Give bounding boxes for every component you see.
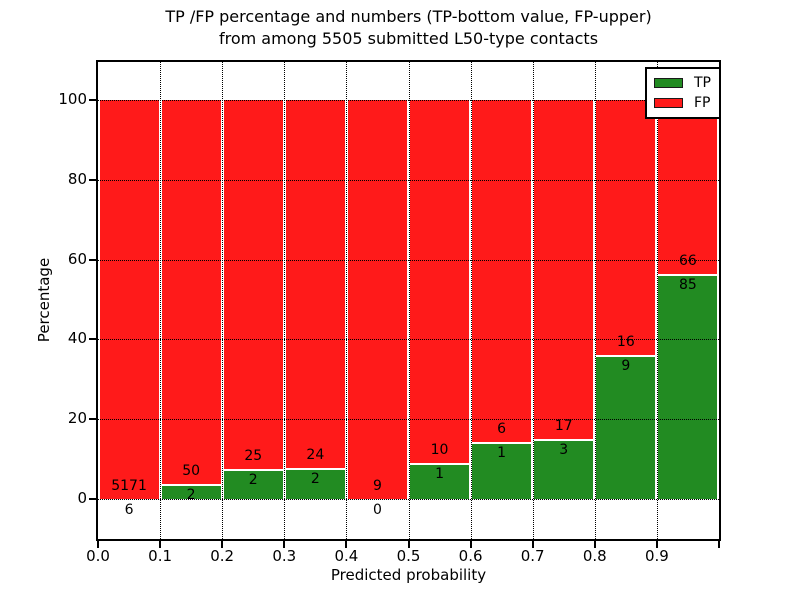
legend: TP FP [645, 67, 721, 119]
legend-entry-fp: FP [654, 93, 711, 113]
bar-fp-segment [596, 100, 656, 356]
bar-fp-segment [99, 100, 159, 499]
chart-title-line1: TP /FP percentage and numbers (TP-bottom… [165, 7, 652, 26]
fp-count-label: 16 [616, 334, 635, 351]
gridline-v [408, 62, 410, 539]
x-tick [469, 541, 472, 548]
fp-count-label: 50 [182, 462, 201, 479]
gridline-v [470, 62, 472, 539]
tp-count-label: 0 [372, 502, 382, 518]
gridline-v [656, 62, 658, 539]
bar-tp-segment [472, 441, 532, 499]
fp-count-label: 66 [679, 253, 697, 270]
x-tick [97, 541, 99, 548]
bar-tp-segment [410, 462, 470, 499]
bar-tp-segment [285, 468, 345, 499]
bar-tp-segment [534, 439, 594, 499]
bar-tp-segment [658, 274, 718, 499]
y-tick [89, 498, 96, 500]
x-tick-label: 0.1 [148, 547, 173, 565]
fp-count-label: 10 [430, 441, 449, 458]
x-tick-label: 0.9 [644, 547, 669, 565]
fp-count-label: 25 [244, 448, 263, 465]
x-tick [159, 541, 162, 548]
bar-tp-segment [161, 483, 221, 499]
gridline-v [346, 62, 348, 539]
x-axis-label: Predicted probability [330, 566, 487, 584]
x-tick-label: 0.6 [458, 547, 483, 565]
x-tick [407, 541, 410, 548]
y-tick [89, 178, 96, 181]
tp-count-label: 3 [559, 442, 569, 459]
x-tick-label: 0.7 [520, 547, 545, 565]
y-tick [89, 99, 96, 101]
y-tick [89, 258, 96, 261]
x-tick-label: 0.3 [272, 547, 297, 565]
x-tick [283, 541, 286, 548]
gridline-v [160, 62, 162, 539]
bar-fp-segment [347, 100, 407, 499]
bar-tp-segment [596, 355, 656, 499]
plot-area: TP FP 5171 6 50 2 25 2 24 2 9 0 10 1 6 1 17 3 16 9 66 85 0 20… [58, 60, 721, 564]
tp-count-label: 2 [248, 472, 258, 489]
fp-count-label: 24 [306, 447, 325, 464]
bar-fp-segment [161, 100, 221, 484]
x-tick-label: 0.4 [334, 547, 359, 565]
chart-title: TP /FP percentage and numbers (TP-bottom… [96, 6, 721, 50]
x-tick [718, 541, 720, 548]
bar-fp-segment [410, 100, 470, 463]
y-tick-label: 80 [67, 169, 87, 188]
bar-fp-segment [223, 100, 283, 470]
y-tick-label: 40 [67, 329, 87, 348]
tp-count-label: 85 [679, 277, 697, 294]
bar-fp-segment [285, 100, 345, 469]
x-tick-label: 0.2 [210, 547, 235, 565]
tp-count-label: 2 [310, 471, 320, 488]
y-tick [89, 338, 96, 341]
x-tick [345, 541, 348, 548]
gridline-v [594, 62, 596, 539]
fp-count-label: 17 [554, 418, 573, 435]
x-tick [221, 541, 224, 548]
legend-entry-tp: TP [654, 73, 711, 93]
tp-count-label: 2 [186, 486, 196, 503]
y-tick-label: 60 [67, 249, 87, 268]
bar-fp-segment [658, 100, 718, 275]
x-tick-label: 0.8 [582, 547, 607, 565]
legend-label-tp: TP [694, 75, 711, 91]
fp-count-label: 5171 [111, 477, 147, 494]
tp-count-label: 1 [435, 465, 444, 482]
tp-count-label: 1 [497, 444, 507, 461]
y-tick-label: 20 [67, 409, 87, 428]
x-tick [655, 541, 658, 548]
bar-fp-segment [534, 100, 594, 440]
x-tick [531, 541, 534, 548]
tp-count-label: 6 [124, 501, 134, 518]
tp-count-label: 9 [621, 358, 631, 375]
y-tick-label: 0 [77, 489, 87, 507]
fp-count-label: 6 [497, 420, 507, 437]
gridline-v [222, 62, 224, 539]
x-tick-label: 0.0 [86, 547, 110, 565]
x-tick [593, 541, 596, 548]
y-tick-label: 100 [58, 90, 87, 108]
fp-count-label: 9 [372, 478, 382, 494]
y-tick [89, 418, 96, 421]
legend-label-fp: FP [694, 95, 711, 111]
tp-swatch-icon [654, 78, 683, 88]
fp-swatch-icon [654, 98, 683, 108]
gridline-v [532, 62, 534, 539]
chart-title-line2: from among 5505 submitted L50-type conta… [218, 29, 599, 48]
bar-tp-segment [223, 469, 283, 499]
x-tick-label: 0.5 [396, 547, 421, 565]
gridline-v [284, 62, 286, 539]
bar-fp-segment [472, 100, 532, 442]
